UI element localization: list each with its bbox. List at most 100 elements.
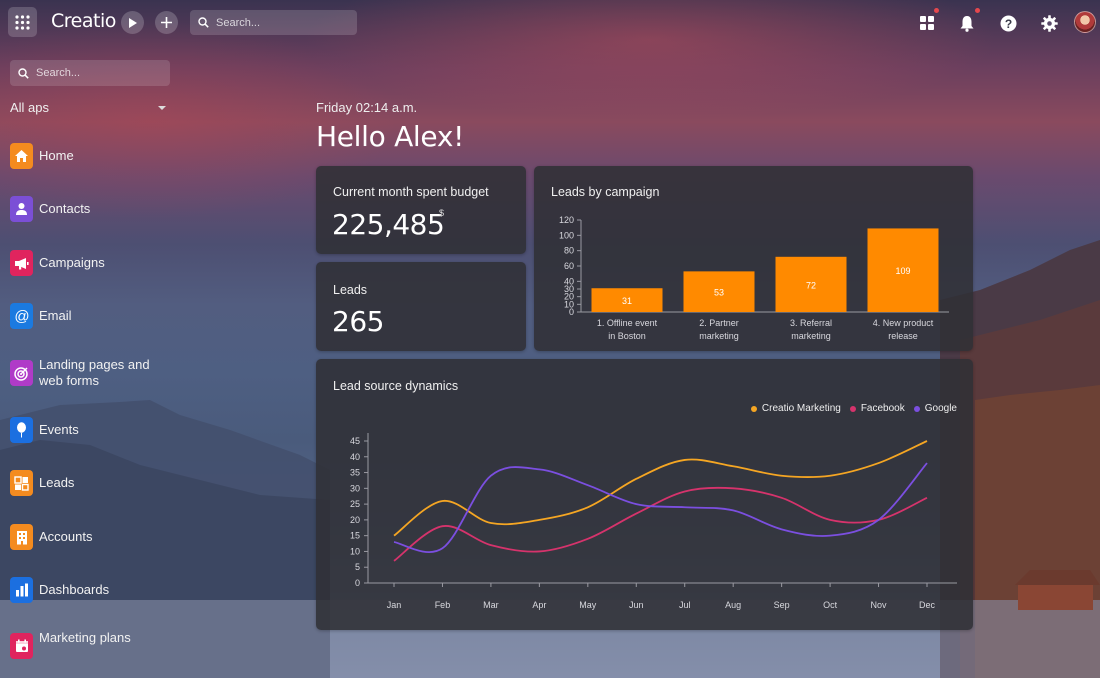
sidebar-item-home[interactable]: Home: [10, 143, 180, 169]
creatio-logo[interactable]: Creatio: [51, 10, 116, 32]
sidebar-item-marketing-plans[interactable]: Marketing plans: [10, 630, 180, 659]
series-line: [393, 440, 928, 537]
series-line: [393, 462, 928, 554]
leads-title: Leads: [333, 283, 368, 297]
chart-title: Lead source dynamics: [333, 379, 459, 393]
bar-chart-icon: [10, 577, 33, 603]
sidebar-item-leads[interactable]: Leads: [10, 470, 180, 496]
settings-button[interactable]: [1038, 12, 1060, 34]
bar: [867, 228, 939, 312]
currency-symbol: $: [439, 208, 445, 218]
lead-source-dynamics-chart: 0 5 10 15 20 25 30 35 40 45 Jan Feb Mar Apr May Jun Jul A…: [350, 433, 957, 610]
y-tick-label: 0: [569, 307, 574, 317]
legend-item[interactable]: Facebook: [849, 403, 905, 414]
balloon-icon: [10, 417, 33, 443]
sidebar-item-label: Dashboards: [39, 582, 110, 597]
chevron-down-icon: [158, 105, 166, 110]
plus-icon: [161, 17, 172, 28]
x-tick-label: Jan: [387, 600, 402, 610]
all-apps-label: All aps: [10, 100, 50, 115]
sidebar-item-label: Accounts: [39, 529, 93, 544]
home-icon: [10, 143, 33, 169]
x-tick-label: Apr: [532, 600, 546, 610]
sidebar-item-label: Email: [39, 308, 72, 323]
leads-value: 265: [332, 305, 384, 338]
sidebar-search-input[interactable]: [36, 67, 146, 79]
x-tick-label: marketing: [791, 331, 831, 341]
sidebar-item-events[interactable]: Events: [10, 417, 180, 443]
y-tick-label: 20: [564, 292, 574, 302]
x-tick-label: Aug: [725, 600, 741, 610]
notification-dot: [975, 8, 980, 13]
add-button[interactable]: [155, 11, 178, 34]
app-launcher-button[interactable]: [8, 7, 37, 37]
current-date-time: Friday 02:14 a.m.: [316, 100, 418, 115]
legend-item[interactable]: Creatio Marketing: [750, 403, 841, 414]
x-tick-label: in Boston: [608, 331, 646, 341]
help-button[interactable]: ?: [997, 12, 1019, 34]
bar-value-label: 109: [895, 266, 910, 276]
x-tick-label: release: [888, 331, 918, 341]
budget-card: Current month spent budget 225,485 $: [316, 166, 526, 254]
user-avatar[interactable]: [1074, 11, 1096, 33]
x-tick-label: 3. Referral: [790, 318, 832, 328]
top-bar: Creatio ?: [0, 0, 1100, 46]
gear-icon: [1040, 14, 1058, 32]
leads-icon: [10, 470, 33, 496]
calendar-icon: [10, 633, 33, 659]
y-tick-label: 25: [350, 499, 360, 509]
y-tick-label: 30: [564, 284, 574, 294]
y-tick-label: 20: [350, 515, 360, 525]
sidebar-item-accounts[interactable]: Accounts: [10, 524, 180, 550]
x-tick-label: Sep: [774, 600, 790, 610]
y-tick-label: 100: [559, 230, 574, 240]
x-tick-label: Feb: [435, 600, 451, 610]
y-tick-label: 10: [350, 546, 360, 556]
sidebar-item-campaigns[interactable]: Campaigns: [10, 250, 180, 276]
global-search[interactable]: [190, 10, 357, 35]
greeting-heading: Hello Alex!: [316, 120, 465, 153]
notifications-button[interactable]: [956, 8, 980, 34]
sidebar-item-label: Campaigns: [39, 255, 105, 270]
bar: [775, 256, 847, 312]
budget-title: Current month spent budget: [333, 185, 489, 199]
x-tick-label: 1. Offline event: [597, 318, 658, 328]
legend-item[interactable]: Google: [913, 403, 957, 414]
y-tick-label: 80: [564, 246, 574, 256]
x-tick-label: Oct: [823, 600, 838, 610]
bar: [683, 271, 755, 312]
global-search-input[interactable]: [216, 16, 326, 29]
legend-dot: [750, 405, 757, 412]
svg-text:?: ?: [1004, 16, 1011, 30]
x-tick-label: Jul: [679, 600, 691, 610]
bar: [591, 288, 663, 312]
apps-menu-button[interactable]: [916, 8, 939, 34]
sidebar-item-dashboards[interactable]: Dashboards: [10, 577, 180, 603]
bar-value-label: 53: [714, 288, 724, 298]
sidebar-item-label: Home: [39, 148, 74, 163]
target-icon: [10, 360, 33, 386]
sidebar-item-email[interactable]: @ Email: [10, 303, 180, 329]
y-tick-label: 45: [350, 436, 360, 446]
search-icon: [18, 67, 29, 79]
x-tick-label: May: [579, 600, 597, 610]
notification-dot: [934, 8, 939, 13]
legend-label: Creatio Marketing: [761, 403, 841, 414]
sidebar-search[interactable]: [10, 60, 170, 86]
all-apps-dropdown[interactable]: All aps: [10, 100, 168, 115]
sidebar-item-landing-pages[interactable]: Landing pages and web forms: [10, 357, 180, 389]
building-icon: [10, 524, 33, 550]
y-tick-label: 60: [564, 261, 574, 271]
app-tiles-icon: [919, 15, 934, 30]
sidebar-item-contacts[interactable]: Contacts: [10, 196, 180, 222]
sidebar-item-label: Contacts: [39, 201, 91, 216]
help-icon: ?: [1000, 15, 1016, 31]
x-tick-label: Dec: [919, 600, 936, 610]
y-tick-label: 5: [355, 562, 360, 572]
run-process-button[interactable]: [121, 11, 144, 34]
x-tick-label: Mar: [483, 600, 499, 610]
contact-icon: [10, 196, 33, 222]
legend-dot: [913, 405, 920, 412]
y-tick-label: 35: [350, 468, 360, 478]
